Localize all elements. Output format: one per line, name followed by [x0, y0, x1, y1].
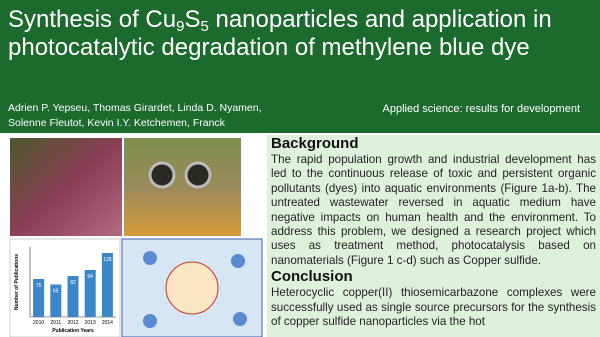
- photo: [10, 138, 122, 236]
- tagline: Applied science: results for development: [382, 103, 581, 115]
- section-heading: Background: [271, 135, 359, 152]
- diagram-node: [233, 312, 247, 326]
- chart-frame: [9, 238, 121, 337]
- pipe: [184, 161, 212, 189]
- bar-label: 65: [53, 289, 59, 295]
- figures: 76 2010 65 2011 82 2012 94 2013 128 2014 Publicati…: [9, 138, 263, 337]
- diagram-node: [231, 254, 245, 268]
- bar-label: 76: [36, 283, 42, 289]
- section-body: The rapid population growth and industri…: [271, 153, 596, 267]
- bar: [84, 270, 96, 317]
- authors: Adrien P. Yepseu, Thomas Girardet, Linda…: [8, 102, 262, 114]
- title-part: S: [184, 6, 201, 33]
- title-part: 5: [200, 18, 209, 35]
- title-part: 9: [176, 18, 185, 35]
- section: Conclusion Heterocyclic copper(II) thiose…: [267, 268, 600, 329]
- bar-label: 94: [87, 274, 93, 280]
- chart: 76 2010 65 2011 82 2012 94 2013 128 2014 Publicati…: [14, 247, 116, 334]
- diagram-particle: [165, 261, 219, 315]
- photo: [124, 138, 241, 236]
- section-heading: Conclusion: [271, 268, 353, 286]
- y-axis-label: Number of Publications: [14, 254, 20, 310]
- bar-label: 128: [103, 257, 112, 263]
- title: Synthesis of Cu9S5 nanoparticles and app…: [8, 6, 598, 62]
- title-part: nanoparticles and application in photoca…: [8, 6, 552, 61]
- bar: [33, 279, 45, 317]
- title-part: Synthesis of Cu: [8, 6, 177, 33]
- bar: [67, 276, 79, 317]
- x-axis-label: Publication Years: [52, 328, 94, 334]
- section-body: Heterocyclic copper(II) thiosemicarbazon…: [271, 286, 596, 329]
- bar-label: 82: [70, 280, 76, 286]
- diagram-node: [143, 314, 157, 328]
- header: Synthesis of Cu9S5 nanoparticles and app…: [0, 0, 600, 133]
- bar: [50, 284, 62, 317]
- x-tick-label: 2012: [67, 320, 78, 326]
- x-tick-label: 2013: [85, 320, 96, 326]
- text-panel: Background The rapid population growth an…: [267, 135, 600, 337]
- x-tick-label: 2011: [50, 320, 61, 326]
- section: Background The rapid population growth an…: [267, 135, 600, 268]
- x-tick-label: 2010: [33, 320, 44, 326]
- x-tick-label: 2014: [102, 320, 113, 326]
- pipe: [148, 161, 176, 189]
- bar: [101, 253, 113, 317]
- authors: Solenne Fleutot, Kevin I.Y. Ketchemen, F…: [8, 117, 225, 129]
- diagram-node: [143, 251, 157, 265]
